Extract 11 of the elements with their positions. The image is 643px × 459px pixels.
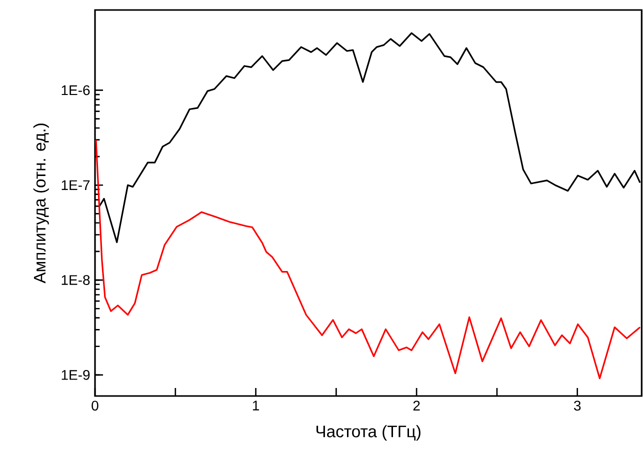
y-tick-label: 1E-7 xyxy=(62,180,90,190)
y-axis-title: Амплитуда (отн. ед.) xyxy=(33,124,49,284)
y-tick-label: 1E-8 xyxy=(62,275,90,285)
line-series xyxy=(95,139,641,380)
x-tick-label: 0 xyxy=(92,400,98,411)
x-tick-label: 3 xyxy=(574,400,581,411)
y-tick-label: 1E-9 xyxy=(62,370,90,380)
x-tick-label: 1 xyxy=(252,400,259,410)
x-axis-title: Частота (ТГц) xyxy=(316,425,420,441)
x-tick-label: 2 xyxy=(413,400,420,410)
y-tick-label: 1E-6 xyxy=(62,85,90,96)
